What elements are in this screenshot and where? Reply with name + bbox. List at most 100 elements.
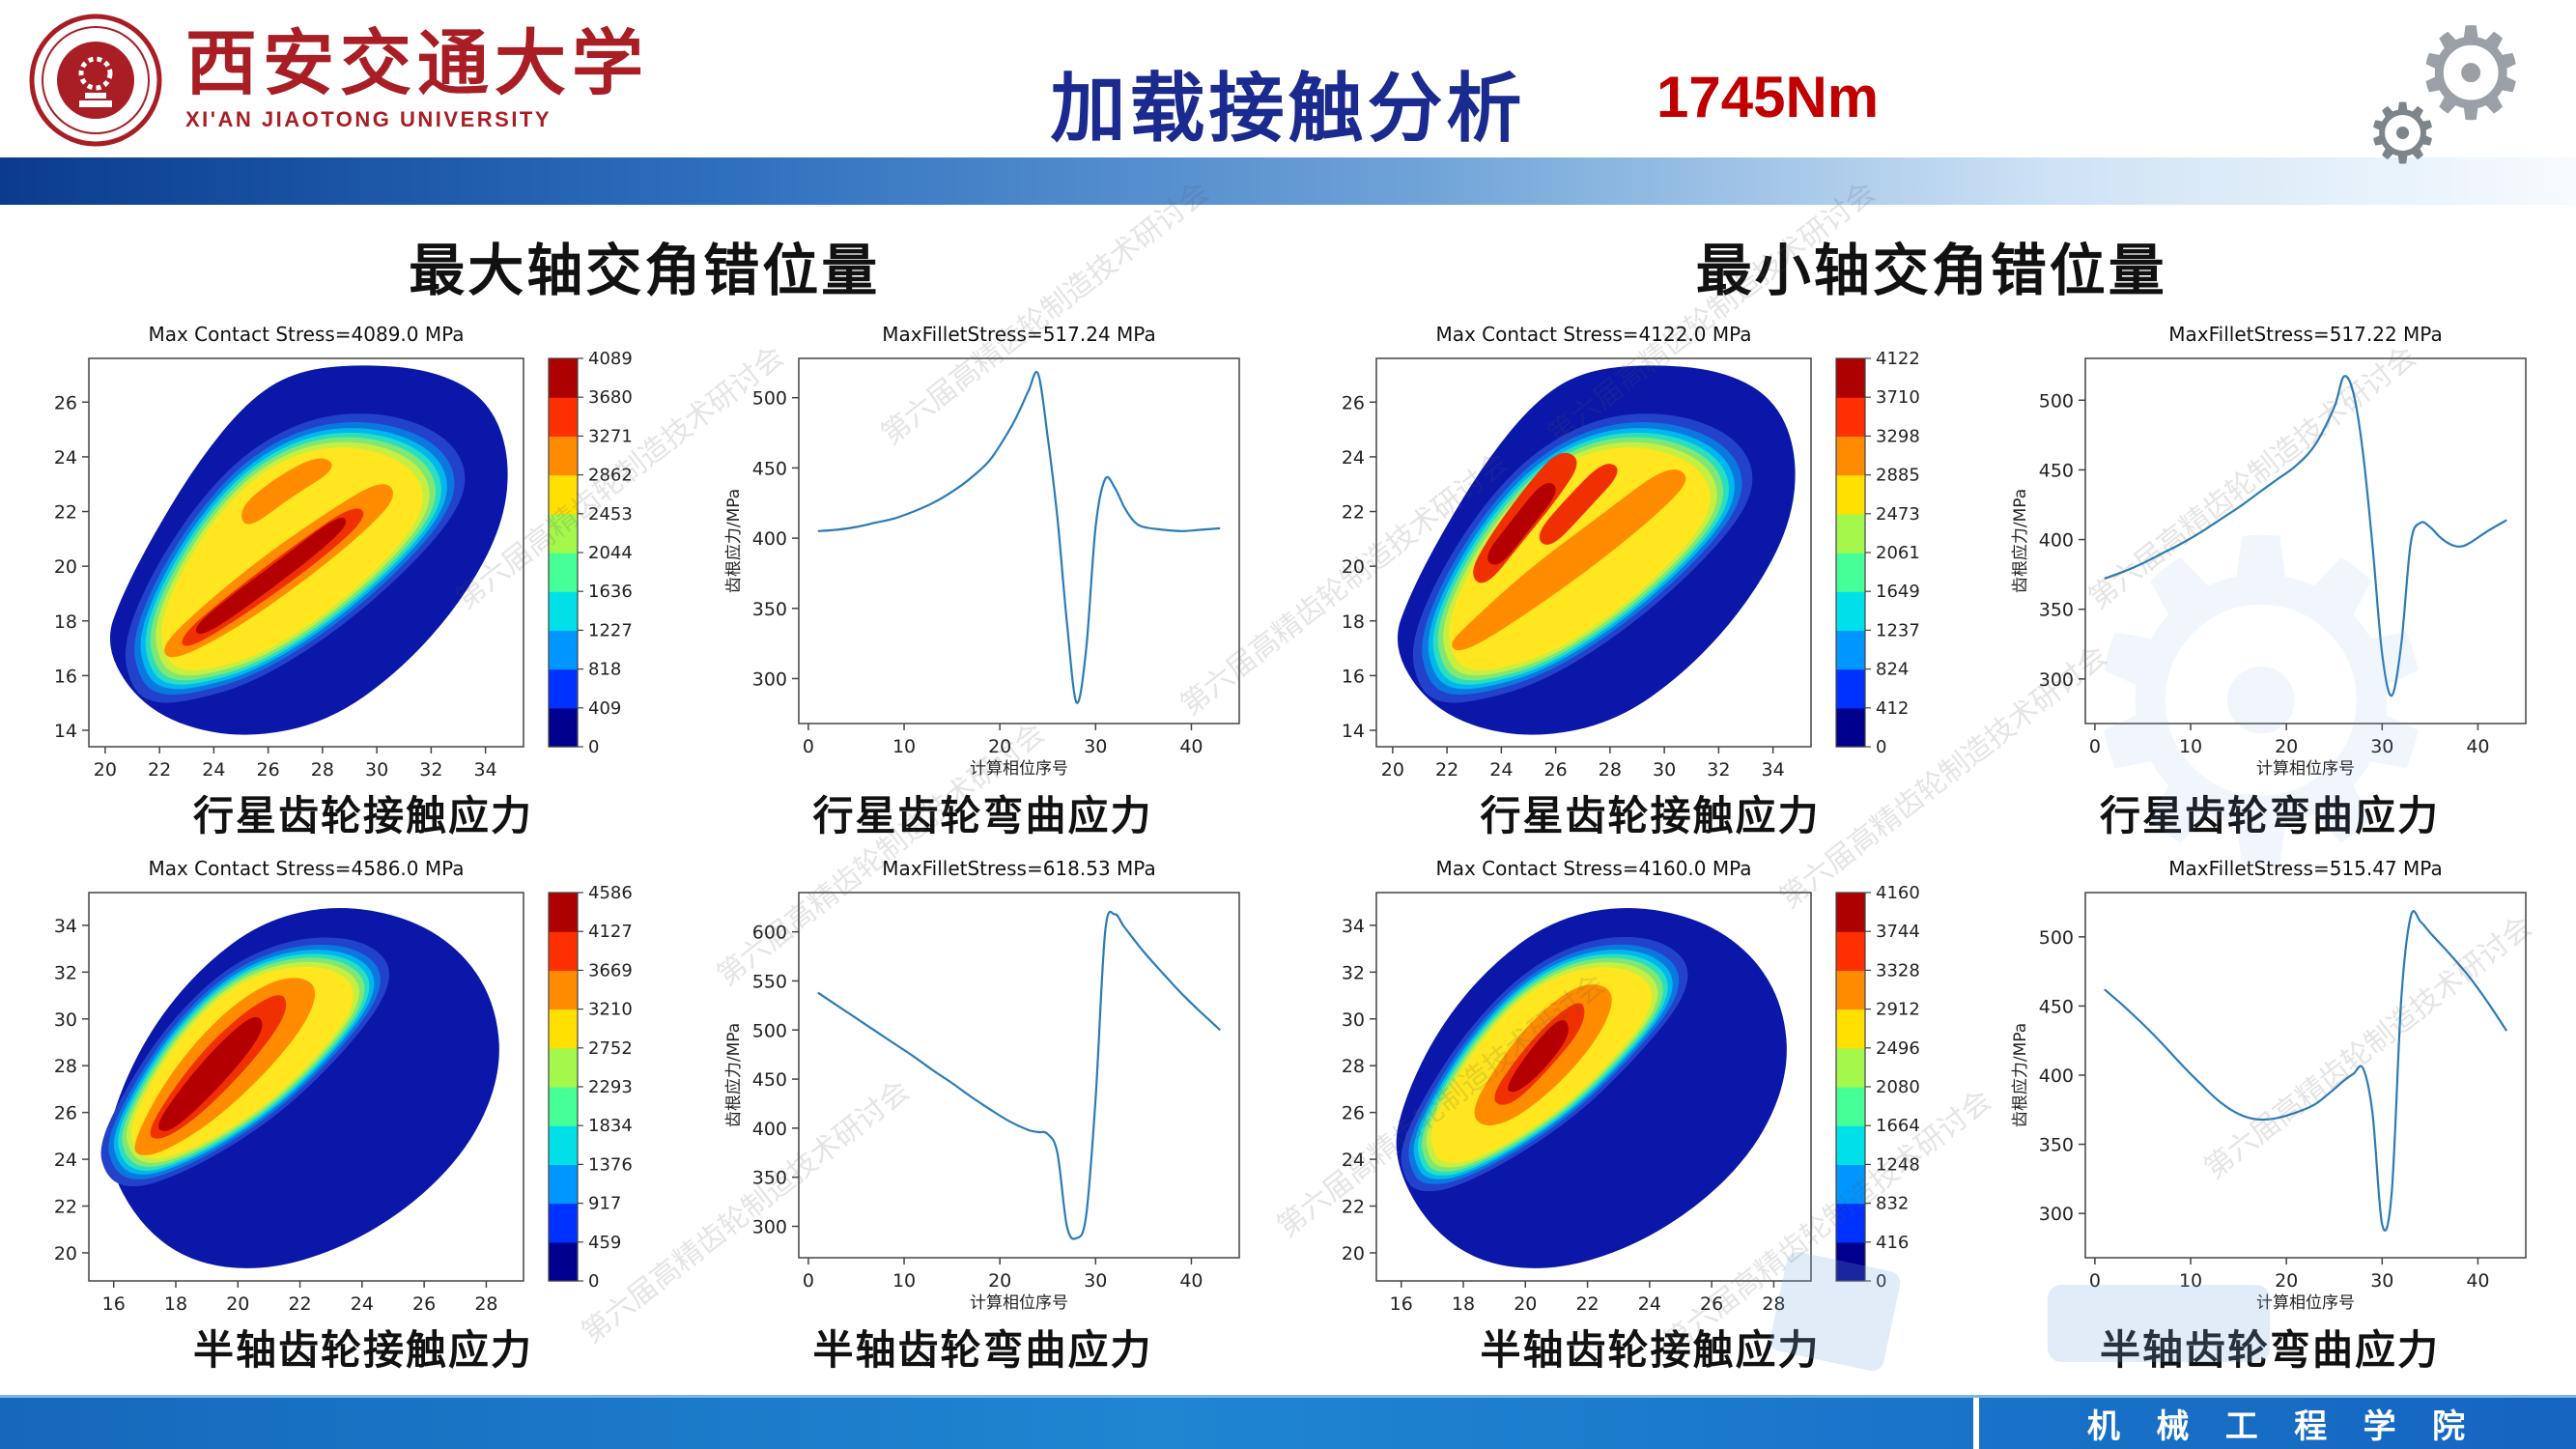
svg-text:4127: 4127 — [588, 922, 633, 942]
gears-icon: ⚙ ⚙ — [2365, 3, 2528, 174]
svg-text:4122: 4122 — [1876, 349, 1920, 369]
svg-text:0: 0 — [1876, 1271, 1886, 1292]
svg-text:2080: 2080 — [1876, 1077, 1920, 1097]
chart-caption: 行星齿轮接触应力 — [1480, 793, 1821, 838]
svg-text:26: 26 — [412, 1293, 436, 1315]
svg-text:22: 22 — [288, 1293, 311, 1315]
svg-text:450: 450 — [751, 1069, 786, 1091]
svg-text:32: 32 — [1707, 759, 1730, 781]
svg-text:20: 20 — [54, 1243, 77, 1264]
svg-text:20: 20 — [988, 1270, 1011, 1292]
svg-text:500: 500 — [2039, 927, 2074, 949]
svg-text:0: 0 — [588, 737, 599, 757]
university-name-cn: 西安交通大学 — [185, 22, 649, 106]
svg-text:26: 26 — [1341, 1103, 1364, 1124]
svg-text:28: 28 — [1341, 1056, 1364, 1077]
svg-text:22: 22 — [1575, 1293, 1599, 1315]
svg-text:2862: 2862 — [588, 466, 633, 486]
svg-text:34: 34 — [1341, 916, 1364, 937]
charts-grid: 20 22 24 26 28 30 32 34 14 16 18 20 22 24 26 Max Contac… — [1319, 316, 2543, 1377]
svg-text:16: 16 — [54, 666, 77, 687]
svg-text:24: 24 — [1341, 447, 1364, 469]
svg-text:32: 32 — [419, 759, 442, 781]
section-min-misalignment: 最小轴交角错位量 20 22 24 26 28 30 32 34 14 16 18 20 22 24 26 M… — [1319, 225, 2543, 1377]
svg-text:34: 34 — [54, 916, 77, 937]
svg-text:30: 30 — [1084, 1270, 1107, 1292]
contact-stress-contour-chart: 16 18 20 22 24 26 28 20 22 24 26 28 30 32 34 Max Contac… — [33, 850, 694, 1320]
svg-text:10: 10 — [2179, 1270, 2202, 1292]
svg-text:26: 26 — [54, 1103, 77, 1124]
svg-text:3744: 3744 — [1876, 922, 1920, 942]
svg-text:⚙: ⚙ — [2414, 3, 2528, 145]
svg-text:30: 30 — [2370, 736, 2393, 757]
svg-text:4089: 4089 — [588, 349, 633, 369]
svg-text:26: 26 — [54, 392, 77, 413]
svg-text:1248: 1248 — [1876, 1154, 1920, 1175]
svg-text:Max Contact Stress=4122.0 MPa: Max Contact Stress=4122.0 MPa — [1435, 323, 1751, 346]
svg-text:400: 400 — [751, 528, 786, 550]
svg-text:0: 0 — [1876, 737, 1886, 757]
svg-text:350: 350 — [751, 599, 786, 620]
svg-text:409: 409 — [588, 698, 621, 719]
torque-label: 1745Nm — [1656, 65, 1880, 129]
svg-text:0: 0 — [2089, 736, 2101, 757]
svg-text:3328: 3328 — [1876, 960, 1920, 980]
svg-text:20: 20 — [1380, 759, 1403, 781]
svg-text:40: 40 — [2466, 736, 2489, 757]
svg-text:0: 0 — [588, 1271, 599, 1292]
svg-text:32: 32 — [1341, 962, 1364, 983]
svg-text:24: 24 — [202, 759, 225, 781]
svg-text:450: 450 — [2039, 460, 2074, 481]
svg-text:350: 350 — [2039, 600, 2074, 621]
chart-panel: 20 22 24 26 28 30 32 34 14 16 18 20 22 24 26 Max Contac… — [1319, 316, 1981, 842]
university-name-block: 西安交通大学 XI'AN JIAOTONG UNIVERSITY — [185, 22, 649, 131]
svg-text:28: 28 — [54, 1056, 77, 1077]
svg-text:500: 500 — [2039, 390, 2074, 412]
svg-text:28: 28 — [311, 759, 334, 781]
svg-text:2061: 2061 — [1876, 543, 1920, 563]
content-area: 最大轴交角错位量 20 22 24 26 28 30 32 34 14 16 18 20 22 24 26 M… — [33, 225, 2543, 1377]
svg-text:28: 28 — [1598, 759, 1621, 781]
svg-text:计算相位序号: 计算相位序号 — [970, 1293, 1068, 1313]
svg-text:400: 400 — [2039, 1065, 2074, 1087]
svg-text:1237: 1237 — [1876, 620, 1920, 640]
svg-text:10: 10 — [892, 1270, 915, 1292]
svg-text:3210: 3210 — [588, 1000, 633, 1020]
footer-bar: 机 械 工 程 学 院 — [0, 1395, 2576, 1449]
section-max-misalignment: 最大轴交角错位量 20 22 24 26 28 30 32 34 14 16 18 20 22 24 26 M… — [33, 225, 1257, 1377]
svg-text:300: 300 — [2039, 669, 2074, 691]
svg-text:20: 20 — [1341, 556, 1364, 578]
svg-text:Max Contact Stress=4160.0 MPa: Max Contact Stress=4160.0 MPa — [1435, 857, 1751, 880]
chart-caption: 半轴齿轮弯曲应力 — [812, 1327, 1153, 1373]
svg-text:300: 300 — [2039, 1204, 2074, 1225]
chart-caption: 行星齿轮弯曲应力 — [2099, 793, 2440, 838]
svg-text:4160: 4160 — [1876, 883, 1920, 903]
svg-text:22: 22 — [54, 502, 77, 524]
contact-stress-contour-chart: 20 22 24 26 28 30 32 34 14 16 18 20 22 24 26 Max Contac… — [1319, 316, 1981, 785]
svg-text:30: 30 — [1653, 759, 1676, 781]
svg-text:350: 350 — [2039, 1135, 2074, 1156]
svg-text:2885: 2885 — [1876, 466, 1920, 486]
svg-text:26: 26 — [257, 759, 280, 781]
svg-text:917: 917 — [588, 1194, 621, 1214]
svg-text:450: 450 — [2039, 996, 2074, 1017]
svg-text:1834: 1834 — [588, 1116, 633, 1136]
charts-grid: 20 22 24 26 28 30 32 34 14 16 18 20 22 24 26 Max Contac… — [33, 316, 1257, 1377]
svg-text:2293: 2293 — [588, 1077, 633, 1097]
svg-text:3680: 3680 — [588, 387, 633, 408]
svg-text:18: 18 — [1451, 1293, 1474, 1315]
svg-text:1664: 1664 — [1876, 1116, 1920, 1136]
svg-text:28: 28 — [474, 1293, 497, 1315]
svg-text:416: 416 — [1876, 1233, 1909, 1253]
svg-text:14: 14 — [54, 721, 77, 742]
svg-text:齿根应力/MPa: 齿根应力/MPa — [2011, 1023, 2030, 1127]
svg-text:24: 24 — [54, 1150, 77, 1171]
svg-text:2752: 2752 — [588, 1038, 633, 1059]
svg-text:18: 18 — [1341, 611, 1364, 633]
svg-text:350: 350 — [751, 1168, 786, 1189]
svg-text:34: 34 — [474, 759, 497, 781]
chart-caption: 半轴齿轮接触应力 — [1480, 1327, 1821, 1373]
svg-text:20: 20 — [1514, 1293, 1537, 1315]
svg-text:10: 10 — [2179, 736, 2202, 757]
